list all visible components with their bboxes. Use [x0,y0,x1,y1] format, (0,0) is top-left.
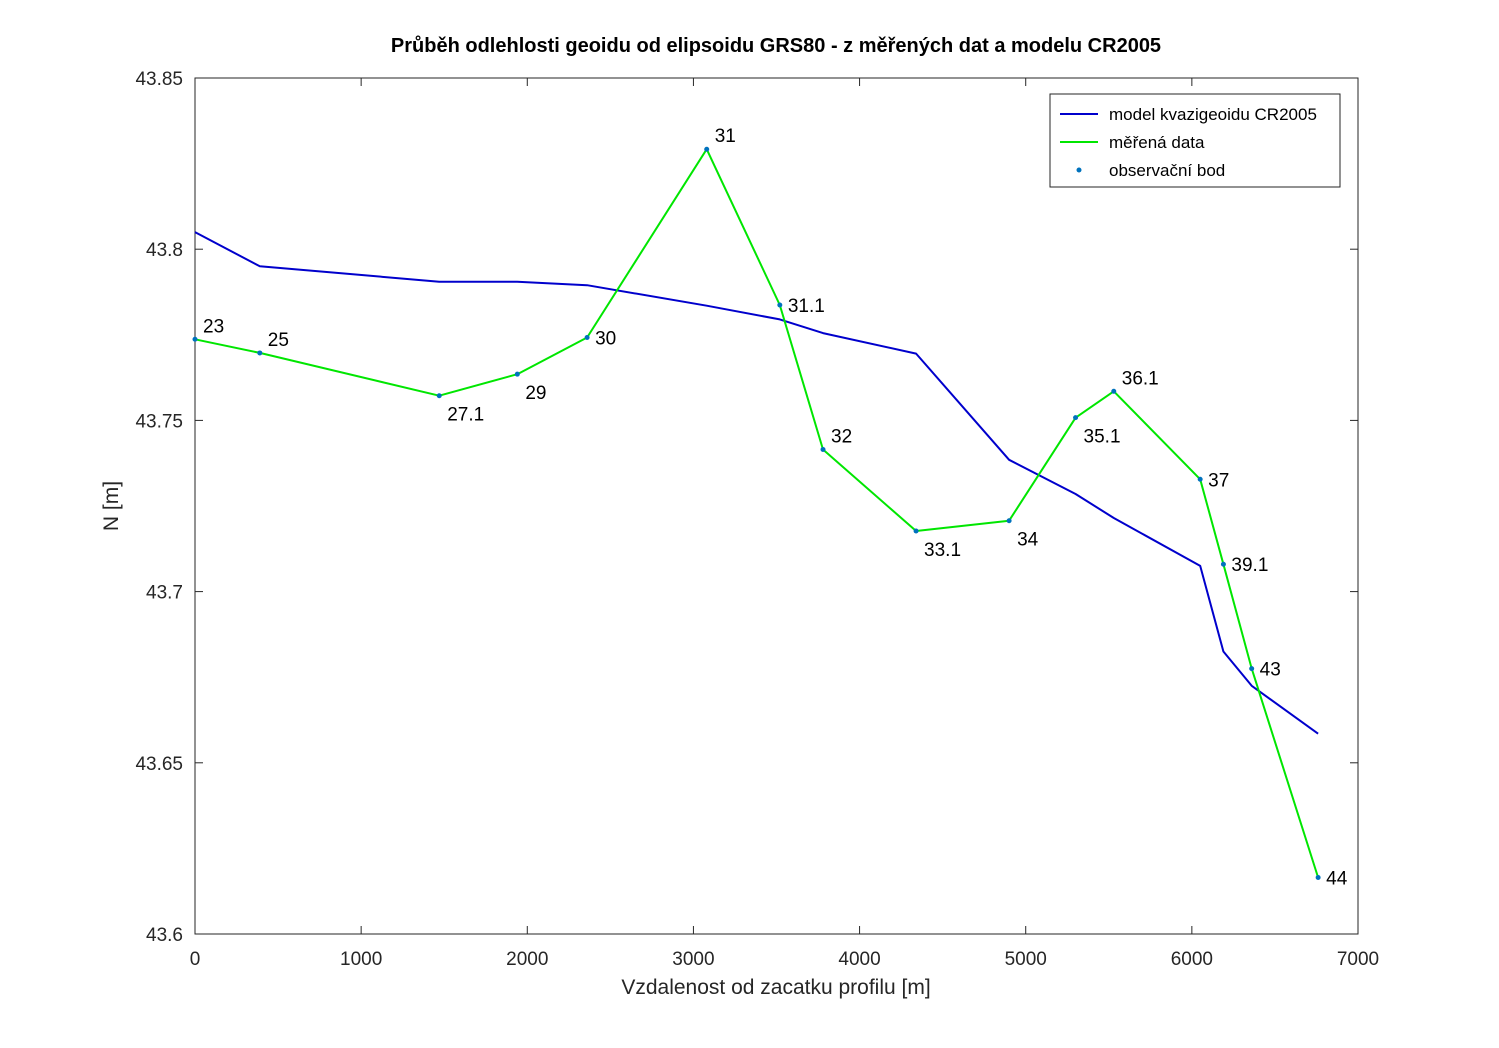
observation-point [1249,666,1255,672]
series-line-0 [194,231,1319,735]
x-tick-label: 6000 [1171,949,1213,970]
x-tick-label: 3000 [672,949,714,970]
observation-point [913,528,919,534]
legend-label-model: model kvazigeoidu CR2005 [1109,105,1317,124]
legend-swatch-observation [1076,167,1082,173]
y-tick-label: 43.65 [135,754,183,775]
point-label: 36.1 [1122,368,1159,389]
legend-label-measured: měřená data [1109,133,1205,152]
observation-point [192,336,198,342]
point-label: 30 [595,329,616,350]
point-label: 35.1 [1084,427,1121,448]
point-label: 23 [203,316,224,337]
y-tick-label: 43.75 [135,411,183,432]
observation-point [820,447,826,453]
observation-point [584,335,590,341]
point-label: 25 [268,330,289,351]
x-tick-label: 5000 [1005,949,1047,970]
observation-point [704,146,710,152]
series-line-1 [194,148,1320,878]
observation-point [1315,875,1321,881]
y-tick-label: 43.8 [146,240,183,261]
y-axis: 43.6 43.65 43.7 43.75 43.8 43.85 [135,69,1358,946]
point-label: 29 [525,383,546,404]
x-axis-label: Vzdalenost od zacatku profilu [m] [621,976,930,999]
point-label: 27.1 [447,405,484,426]
observation-point [1220,561,1226,567]
legend-box [1049,93,1341,188]
series-layer [192,146,1321,881]
point-label: 44 [1326,869,1348,890]
point-label: 31.1 [788,296,825,317]
x-tick-label: 4000 [838,949,880,970]
observation-point [1111,388,1117,394]
x-tick-label: 2000 [506,949,548,970]
y-tick-label: 43.85 [135,69,183,90]
y-tick-label: 43.6 [146,925,183,946]
point-label: 39.1 [1231,555,1268,576]
legend: model kvazigeoidu CR2005 měřená data obs… [1049,93,1341,188]
observation-point [1006,518,1012,524]
observation-point [1073,415,1079,421]
x-tick-label: 7000 [1337,949,1379,970]
observation-point [436,393,442,399]
observation-point [777,302,783,308]
point-label: 43 [1260,660,1281,681]
point-label: 32 [831,427,852,448]
chart-title: Průběh odlehlosti geoidu od elipsoidu GR… [391,35,1161,57]
legend-label-observation: observační bod [1109,161,1225,180]
plot-area [194,77,1359,935]
x-tick-label: 1000 [340,949,382,970]
point-label: 31 [715,126,736,147]
x-axis: 0 1000 2000 3000 4000 5000 6000 7000 [190,78,1379,970]
y-tick-label: 43.7 [146,583,183,604]
observation-point [257,350,263,356]
point-label: 37 [1208,470,1229,491]
observation-point [514,371,520,377]
observation-point [1197,476,1203,482]
y-axis-label: N [m] [100,481,123,531]
point-label: 34 [1017,530,1039,551]
point-label: 33.1 [924,540,961,561]
x-tick-label: 0 [190,949,201,970]
point-labels: 23 25 27.1 29 30 31 31.1 32 33.1 34 35.1 36.1 37 39.1… [203,126,1348,889]
